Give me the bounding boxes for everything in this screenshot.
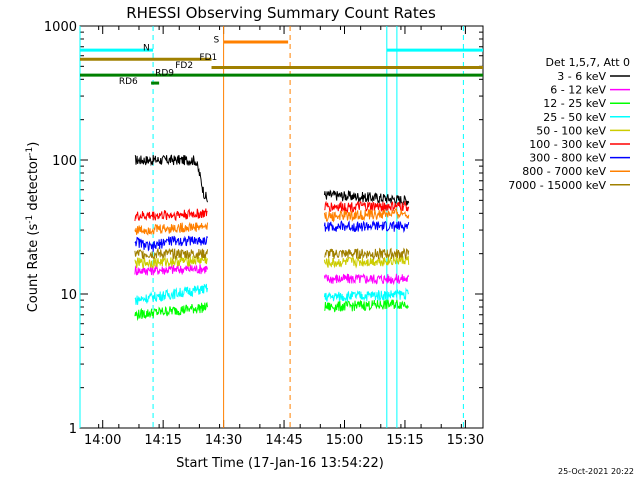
flag-label-fd2: FD2: [175, 61, 193, 71]
x-tick-label: 14:00: [84, 433, 121, 448]
y-axis-label: Count Rate (s-1 detector-1): [25, 142, 41, 313]
x-tick-label: 15:30: [447, 433, 484, 448]
series-line: [134, 154, 208, 203]
series-line: [134, 247, 208, 261]
flag-label-rd9: RD9: [155, 68, 174, 78]
legend-label: 100 - 300 keV: [529, 138, 606, 151]
x-axis-label: Start Time (17-Jan-16 13:54:22): [176, 456, 384, 471]
y-tick-label: 1: [69, 422, 77, 437]
legend-label: 300 - 800 keV: [529, 152, 606, 165]
chart-axes: [80, 25, 483, 429]
series-line: [323, 207, 410, 223]
series-layer: [134, 154, 410, 322]
legend-label: 6 - 12 keV: [550, 84, 606, 97]
legend-label: 25 - 50 keV: [543, 111, 606, 124]
x-tick-label: 14:45: [265, 433, 302, 448]
series-line: [134, 254, 208, 270]
series-line: [134, 283, 208, 305]
plot-frame: [79, 25, 484, 429]
series-line: [323, 253, 410, 269]
series-line: [323, 273, 410, 286]
x-tick-label: 14:30: [205, 433, 242, 448]
legend-label: 7000 - 15000 keV: [508, 179, 606, 192]
series-line: [134, 221, 208, 236]
series-line: [134, 301, 208, 322]
y-tick-label: 1000: [44, 20, 77, 35]
series-line: [134, 235, 208, 252]
chart-title: RHESSI Observing Summary Count Rates: [126, 4, 436, 22]
flag-label-rd6: RD6: [119, 77, 138, 87]
series-line: [323, 189, 410, 206]
legend-label: 800 - 7000 keV: [522, 165, 606, 178]
legend-label: 12 - 25 keV: [543, 97, 606, 110]
series-line: [324, 299, 409, 313]
series-line: [323, 220, 410, 233]
legend-label: 50 - 100 keV: [536, 124, 606, 137]
series-line: [324, 247, 410, 261]
footer-date: 25-Oct-2021 20:22: [558, 467, 634, 476]
y-tick-label: 10: [60, 288, 77, 303]
flag-label-n: N: [143, 44, 150, 54]
series-line: [134, 208, 208, 222]
y-tick-label: 100: [52, 154, 77, 169]
legend-label: 3 - 6 keV: [557, 70, 606, 83]
flag-label-s: S: [214, 36, 220, 46]
series-line: [324, 200, 410, 214]
series-line: [134, 264, 208, 276]
x-tick-label: 15:00: [326, 433, 363, 448]
axis-labels: 14:00 14:15 14:30 14:45 15:00 15:15 15:30 1 10 10…: [44, 20, 484, 448]
x-tick-label: 15:15: [386, 433, 423, 448]
x-tick-label: 14:15: [144, 433, 181, 448]
series-line: [323, 287, 410, 302]
legend-title: Det 1,5,7, Att 0: [546, 56, 630, 69]
flag-label-fd1: FD1: [199, 53, 217, 63]
